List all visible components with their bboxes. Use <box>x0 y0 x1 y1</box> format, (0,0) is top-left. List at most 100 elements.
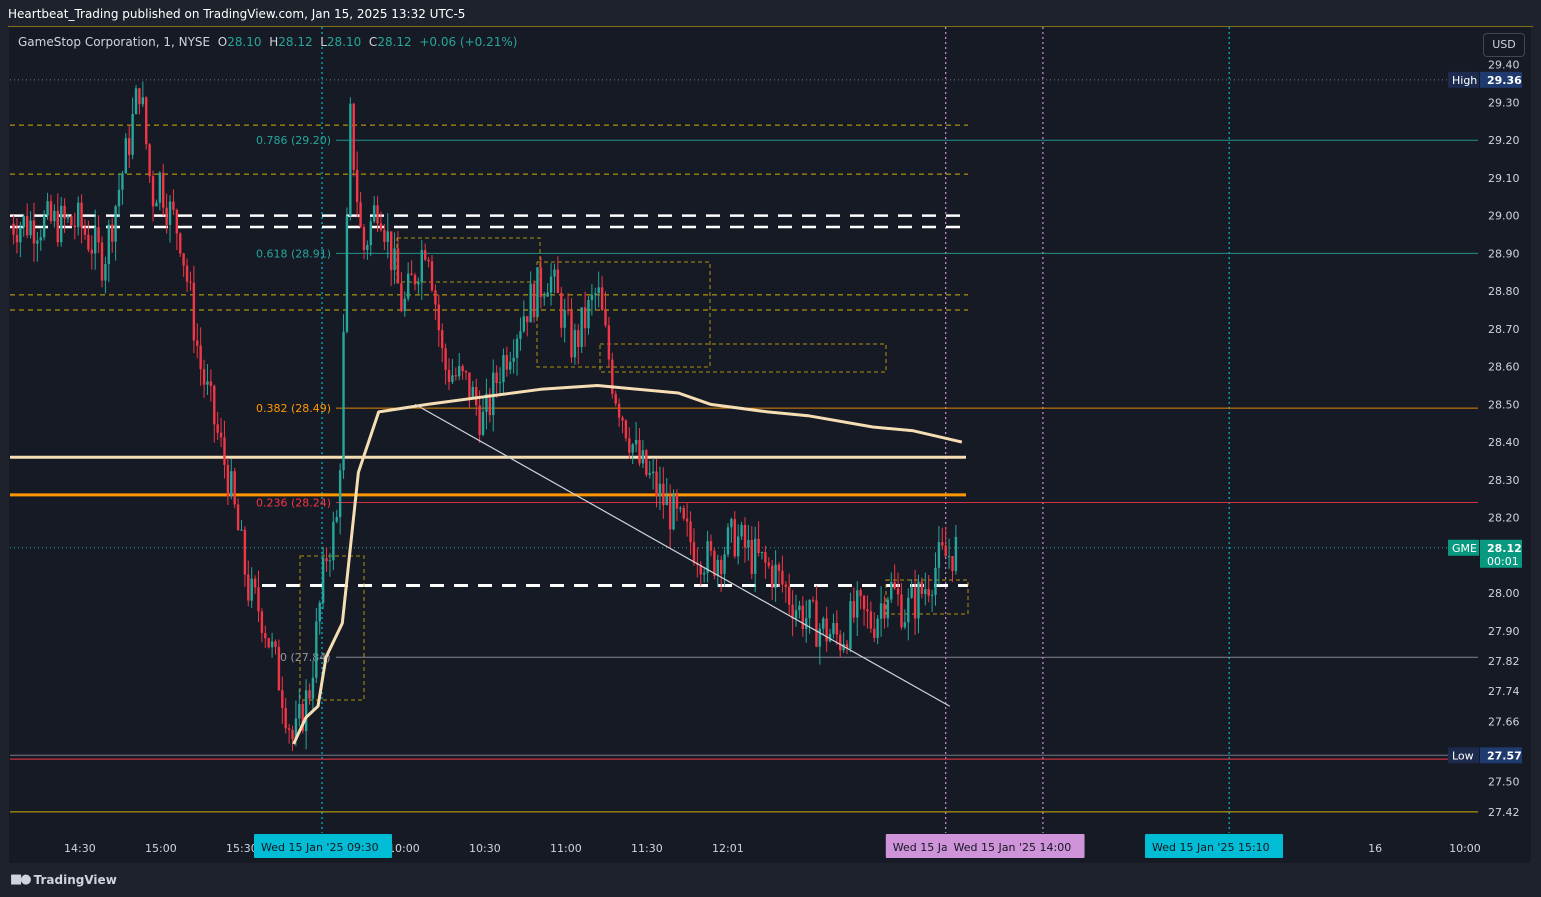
candle-body-36 <box>131 113 134 155</box>
candle-body-77 <box>270 641 274 648</box>
chart-pane[interactable] <box>9 27 1531 863</box>
candle-body-150 <box>519 331 522 339</box>
candle-body-51 <box>182 253 185 266</box>
candle-body-101 <box>352 103 355 170</box>
candle-body-105 <box>366 245 369 251</box>
candle-body-111 <box>386 231 389 242</box>
candle-body-259 <box>890 582 893 600</box>
x-tick-9: 16 <box>1368 842 1382 855</box>
candle-body-4 <box>22 216 25 228</box>
candle-body-85 <box>298 703 301 719</box>
candle-body-146 <box>505 354 509 370</box>
candle-body-106 <box>369 221 372 246</box>
candle-body-9 <box>39 237 42 241</box>
candle-body-16 <box>63 205 66 219</box>
candle-body-48 <box>172 201 175 210</box>
footer-brand[interactable]: ■● TradingView <box>10 872 117 887</box>
y-tick-17: 27.66 <box>1488 715 1520 728</box>
candle-body-168 <box>580 307 583 348</box>
candle-body-223 <box>767 562 770 566</box>
candle-body-241 <box>828 634 832 642</box>
price-axis[interactable] <box>1480 27 1530 863</box>
candle-body-194 <box>668 496 672 530</box>
candle-body-155 <box>536 267 539 317</box>
candle-body-128 <box>444 348 447 370</box>
candle-body-8 <box>36 240 39 244</box>
candle-body-70 <box>247 574 250 601</box>
candle-body-260 <box>893 582 896 589</box>
candle-body-277 <box>951 556 954 572</box>
candle-body-185 <box>638 440 641 464</box>
candle-body-108 <box>376 205 379 224</box>
candle-body-113 <box>393 248 396 270</box>
candle-body-171 <box>590 294 594 301</box>
candle-body-165 <box>570 310 573 358</box>
candle-body-29 <box>107 224 111 265</box>
candle-body-152 <box>526 316 529 323</box>
zone-box-2 <box>536 261 711 368</box>
candle-body-160 <box>553 269 556 277</box>
candle-body-52 <box>185 265 189 282</box>
candle-body-13 <box>53 210 56 222</box>
candle-body-214 <box>736 536 740 557</box>
candle-body-182 <box>628 438 631 453</box>
candle-body-63 <box>223 437 226 465</box>
candle-body-56 <box>199 345 202 370</box>
candle-body-1 <box>12 223 15 235</box>
candle-body-180 <box>621 417 624 421</box>
candle-body-22 <box>83 227 87 235</box>
candle-body-97 <box>338 470 342 518</box>
candle-body-11 <box>46 201 49 216</box>
candle-body-173 <box>597 287 600 294</box>
candle-body-103 <box>359 202 362 228</box>
candle-body-81 <box>284 708 287 729</box>
legend-close-label: C <box>368 35 378 49</box>
candle-body-230 <box>791 604 794 619</box>
y-tick-0: 29.40 <box>1488 59 1520 72</box>
candle-body-78 <box>274 641 277 647</box>
candle-body-61 <box>216 424 219 433</box>
candle-body-262 <box>900 594 903 628</box>
candle-body-212 <box>730 519 733 528</box>
candle-body-17 <box>66 216 70 219</box>
candle-body-228 <box>784 584 788 588</box>
candle-body-68 <box>240 529 243 531</box>
candle-body-92 <box>321 558 325 603</box>
badge-value-bg-2 <box>1480 747 1522 764</box>
candle-body-276 <box>947 556 951 558</box>
candle-body-271 <box>930 594 934 596</box>
fib-label-4: 0 (27.84) <box>280 651 331 664</box>
candle-body-46 <box>165 207 168 225</box>
x-marker-label-0: Wed 15 Jan '25 09:30 <box>261 841 379 854</box>
x-tick-1: 15:00 <box>145 842 177 855</box>
candle-body-93 <box>325 558 328 562</box>
candle-body-191 <box>658 483 662 497</box>
candle-body-47 <box>168 201 172 225</box>
candle-body-249 <box>856 590 859 618</box>
y-tick-14: 27.90 <box>1488 625 1520 638</box>
candle-body-96 <box>335 517 338 522</box>
candle-body-257 <box>883 603 886 619</box>
currency-button[interactable]: USD <box>1483 33 1525 57</box>
candle-body-163 <box>563 309 566 328</box>
candle-body-265 <box>910 587 913 598</box>
candle-body-270 <box>927 589 930 596</box>
candle-body-79 <box>277 646 281 691</box>
candle-body-69 <box>243 529 247 575</box>
y-tick-12: 28.20 <box>1488 512 1520 525</box>
candle-body-227 <box>781 570 784 585</box>
candle-body-84 <box>294 718 298 740</box>
candle-body-27 <box>100 242 104 281</box>
candle-body-220 <box>757 538 760 553</box>
candle-body-210 <box>723 554 726 575</box>
candle-body-275 <box>944 545 947 557</box>
candle-body-12 <box>49 201 53 222</box>
y-tick-11: 28.30 <box>1488 474 1520 487</box>
candle-body-87 <box>304 690 308 732</box>
zone-box-1 <box>396 237 541 283</box>
candle-body-138 <box>478 405 481 435</box>
candle-body-272 <box>934 567 937 595</box>
candle-body-28 <box>104 264 107 281</box>
candle-body-181 <box>624 420 628 439</box>
